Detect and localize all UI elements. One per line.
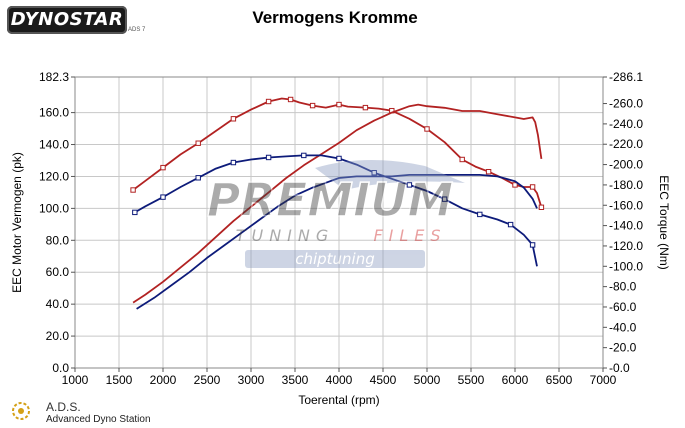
- point-tuned-torque: [130, 187, 136, 193]
- series-line-stock-power: [136, 173, 538, 310]
- point-tuned-torque: [459, 156, 465, 163]
- point-tuned-torque: [336, 101, 342, 108]
- point-tuned-torque: [265, 98, 272, 105]
- x-tick-label: 2000: [150, 373, 177, 387]
- y2-tick-label: -260.0: [609, 97, 643, 111]
- ads-brand-subtitle: Advanced Dyno Station: [46, 414, 151, 425]
- ads-logo-icon: [12, 402, 30, 420]
- series-line-tuned-power: [132, 103, 543, 304]
- x-tick-label: 3500: [282, 373, 309, 387]
- point-stock-torque: [529, 242, 536, 248]
- point-tuned-torque: [195, 140, 201, 146]
- point-stock-torque: [195, 175, 201, 181]
- y2-tick-label: -160.0: [609, 198, 643, 212]
- y-tick-label: 100.0: [39, 201, 69, 215]
- point-stock-torque: [406, 182, 413, 188]
- logo-text: DYNOSTAR: [10, 9, 124, 30]
- y2-tick-label: -120.0: [609, 239, 643, 253]
- y2-tick-label: -40.0: [609, 320, 637, 334]
- point-stock-torque: [441, 196, 448, 202]
- point-stock-torque: [230, 159, 237, 166]
- point-tuned-torque: [529, 184, 536, 190]
- y-tick-label: 160.0: [39, 106, 69, 120]
- y-tick-label: 182.3: [39, 70, 69, 84]
- point-stock-torque: [132, 209, 138, 216]
- point-tuned-torque: [485, 168, 492, 175]
- point-stock-torque: [265, 154, 272, 161]
- x-tick-label: 4500: [370, 373, 397, 387]
- page-title: Vermogens Kromme: [252, 8, 418, 27]
- point-tuned-torque: [160, 164, 166, 171]
- point-stock-torque: [336, 155, 342, 162]
- y-tick-label: 140.0: [39, 138, 69, 152]
- point-stock-torque: [301, 152, 307, 159]
- y2-tick-label: -80.0: [609, 280, 637, 294]
- y-tick-label: 0.0: [52, 361, 69, 375]
- y2-tick-label: -200.0: [609, 158, 643, 172]
- x-tick-label: 6500: [546, 373, 573, 387]
- x-tick-label: 1000: [62, 373, 89, 387]
- y2-tick-label: -60.0: [609, 300, 637, 314]
- point-tuned-torque: [309, 102, 316, 109]
- dynostar-logo: DYNOSTAR: [7, 6, 127, 34]
- point-tuned-torque: [424, 126, 430, 132]
- y2-tick-label: -140.0: [609, 219, 643, 233]
- y2-tick-label: -286.1: [609, 70, 643, 84]
- y-tick-label: 120.0: [39, 169, 69, 183]
- x-tick-label: 5000: [414, 373, 441, 387]
- x-tick-label: 7000: [590, 373, 617, 387]
- series-layer: [130, 96, 545, 310]
- x-tick-label: 1500: [106, 373, 133, 387]
- ads-brand-title: A.D.S.: [46, 400, 81, 414]
- y2-tick-label: -180.0: [609, 178, 643, 192]
- x-tick-label: 2500: [194, 373, 221, 387]
- ticks-layer: 1000 1500 2000 2500 3000 3500 4000 4500 5000 5500…: [39, 70, 643, 387]
- y-axis-label: EEC Motor Vermogen (pk): [10, 152, 24, 293]
- y-tick-label: 80.0: [46, 233, 70, 247]
- y2-tick-label: -220.0: [609, 137, 643, 151]
- point-stock-torque: [371, 170, 377, 176]
- logo-subtext: ADS 7: [128, 27, 146, 33]
- point-stock-torque: [477, 211, 483, 218]
- point-tuned-torque: [538, 204, 545, 210]
- y2-tick-label: -0.0: [609, 361, 630, 375]
- x-tick-label: 4000: [326, 373, 353, 387]
- x-tick-label: 5500: [458, 373, 485, 387]
- y2-axis-label: EEC Torque (Nm): [657, 175, 671, 269]
- x-tick-label: 6000: [502, 373, 529, 387]
- point-stock-torque: [160, 194, 166, 200]
- point-tuned-torque: [287, 96, 294, 103]
- point-stock-torque: [507, 221, 514, 228]
- x-axis-label: Toerental (rpm): [298, 393, 379, 407]
- series-line-tuned-torque: [132, 97, 543, 208]
- y-tick-label: 40.0: [46, 297, 70, 311]
- point-tuned-torque: [230, 116, 237, 122]
- series-line-stock-torque: [134, 154, 538, 267]
- point-tuned-torque: [362, 104, 369, 111]
- grid-layer: [74, 76, 604, 369]
- y-tick-label: 20.0: [46, 329, 70, 343]
- x-tick-label: 3000: [238, 373, 265, 387]
- y2-tick-label: -100.0: [609, 259, 643, 273]
- y2-tick-label: -240.0: [609, 117, 643, 131]
- y2-tick-label: -20.0: [609, 341, 637, 355]
- point-tuned-torque: [512, 182, 518, 188]
- y-tick-label: 60.0: [46, 265, 70, 279]
